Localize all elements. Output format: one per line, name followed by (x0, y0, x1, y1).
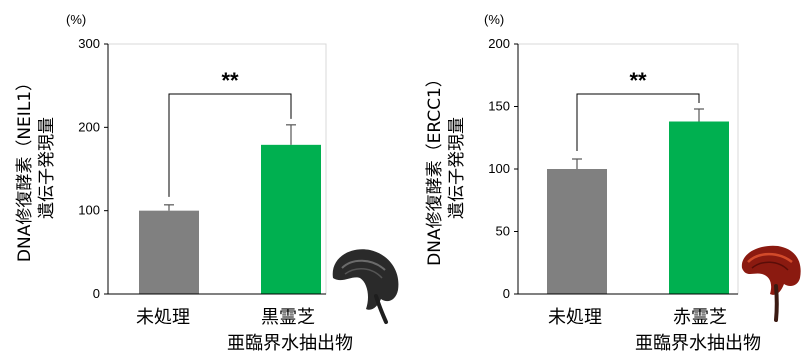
significance-bracket (168, 93, 292, 197)
y-tick-label: 0 (93, 286, 100, 301)
y-tick-label: 300 (78, 36, 100, 51)
category-label-untreated: 未処理 (136, 307, 190, 328)
y-axis-title: DNA修復酵素（NEIL1） 遺伝子発現量 (15, 74, 57, 262)
y-axis-title-line2: 遺伝子発現量 (447, 117, 467, 219)
y-axis-title: DNA修復酵素（ERCC1） 遺伝子発現量 (425, 70, 467, 266)
bar (669, 121, 729, 294)
y-unit-label: (%) (484, 12, 504, 27)
y-tick-label: 50 (496, 224, 510, 239)
y-axis-title-line1: DNA修復酵素（NEIL1） (15, 74, 35, 262)
black-reishi-image (332, 249, 399, 324)
y-tick-label: 150 (488, 99, 510, 114)
category-label-black-reishi: 黒霊芝 (261, 307, 315, 328)
bar (261, 144, 321, 294)
bar (139, 210, 199, 294)
category-sublabel: 亜臨界水抽出物 (227, 333, 353, 354)
chart-neil1: (%) DNA修復酵素（NEIL1） 遺伝子発現量 0 100 200 300 ** 未… (15, 12, 399, 354)
category-sublabel: 亜臨界水抽出物 (635, 333, 761, 354)
significance-bracket (576, 93, 700, 151)
y-tick-label: 100 (78, 203, 100, 218)
y-unit-label: (%) (66, 12, 86, 27)
red-reishi-image (741, 245, 801, 322)
chart-ercc1: (%) DNA修復酵素（ERCC1） 遺伝子発現量 0 50 100 150 200 **… (425, 12, 801, 354)
y-tick-label: 200 (78, 119, 100, 134)
significance-label: ** (221, 68, 239, 93)
y-axis-title-line1: DNA修復酵素（ERCC1） (425, 70, 445, 266)
significance-label: ** (629, 68, 647, 93)
y-tick-label: 100 (488, 161, 510, 176)
category-label-red-reishi: 赤霊芝 (673, 307, 727, 328)
y-axis-title-line2: 遺伝子発現量 (37, 117, 57, 219)
y-tick-label: 0 (503, 286, 510, 301)
bar (547, 169, 607, 294)
y-tick-label: 200 (488, 36, 510, 51)
category-label-untreated: 未処理 (548, 307, 602, 328)
